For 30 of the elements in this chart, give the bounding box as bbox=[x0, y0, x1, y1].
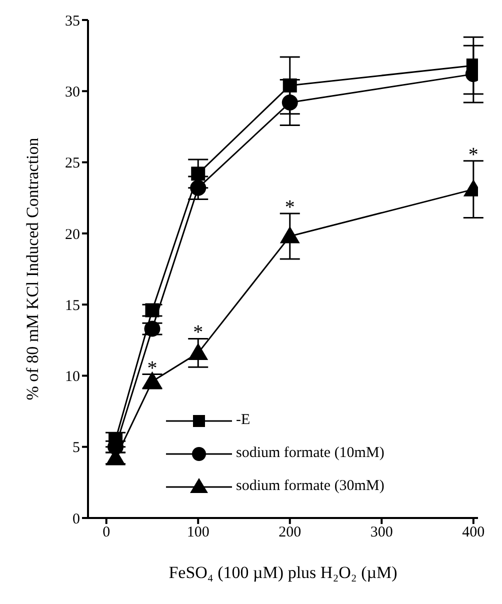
point bbox=[145, 303, 160, 318]
legend-label: sodium formate (10mM) bbox=[236, 445, 384, 462]
point bbox=[280, 226, 300, 244]
annotation: * bbox=[147, 357, 158, 380]
y-tick-label: 10 bbox=[65, 369, 80, 386]
point bbox=[144, 320, 160, 337]
y-tick-label: 0 bbox=[72, 511, 80, 528]
y-tick-label: 5 bbox=[72, 440, 80, 456]
x-tick-label: 200 bbox=[278, 524, 302, 541]
point bbox=[282, 94, 298, 111]
point bbox=[282, 78, 297, 92]
annotation: * bbox=[284, 196, 295, 219]
y-tick-label: 25 bbox=[65, 156, 80, 172]
x-tick-label: 300 bbox=[370, 524, 393, 541]
point bbox=[188, 342, 208, 360]
x-tick-label: 400 bbox=[462, 524, 485, 541]
x-tick-label: 0 bbox=[102, 524, 110, 541]
point bbox=[191, 166, 206, 181]
legend-label: sodium formate (30mM) bbox=[236, 478, 384, 495]
annotation: * bbox=[193, 322, 204, 344]
y-axis-title: % of 80 mM KCl Induced Contraction bbox=[23, 137, 42, 400]
x-tick-label: 100 bbox=[186, 524, 210, 541]
y-tick-label: 30 bbox=[65, 84, 80, 100]
y-tick-label: 20 bbox=[65, 226, 80, 243]
x-axis-title: FeSO₄ (100 µM) plus H₂O₂ (µM) bbox=[168, 563, 398, 582]
y-tick-label: 15 bbox=[65, 298, 80, 314]
legend-label: -E bbox=[236, 412, 250, 429]
point bbox=[190, 180, 206, 196]
y-tick-label: 35 bbox=[65, 13, 80, 30]
annotation: * bbox=[468, 144, 478, 166]
